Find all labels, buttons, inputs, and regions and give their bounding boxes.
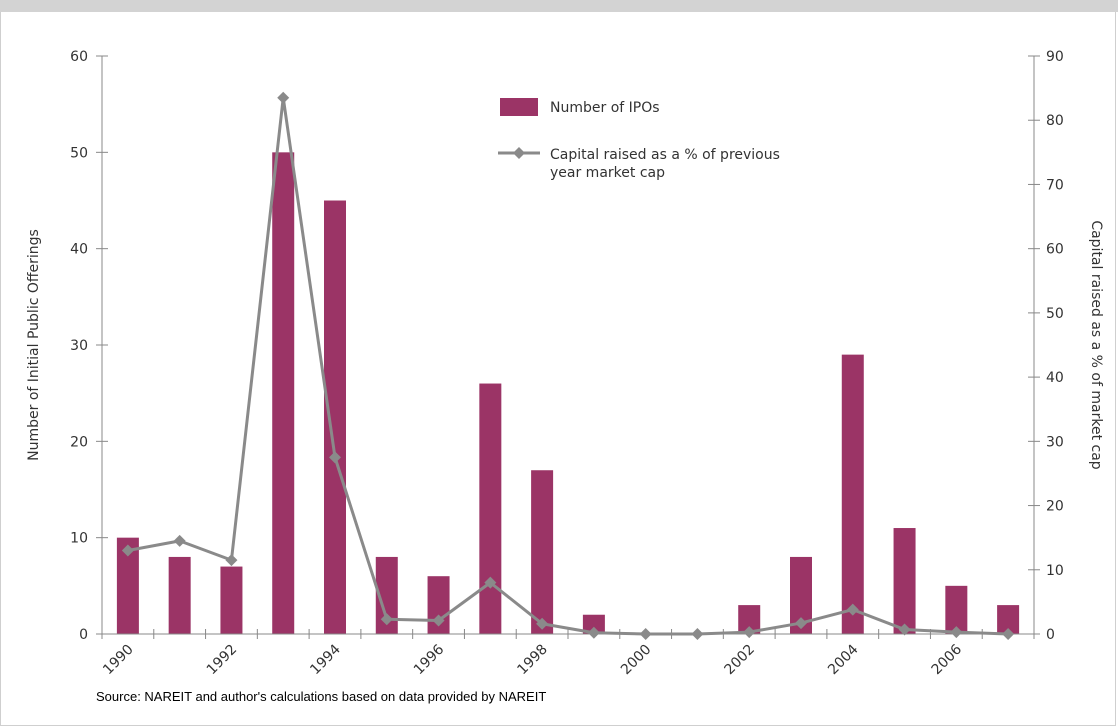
x-tick-label: 1994	[307, 641, 344, 678]
x-tick-label: 2000	[618, 642, 655, 679]
line-point	[950, 626, 963, 639]
line-point	[743, 626, 756, 639]
line-point	[173, 534, 186, 547]
legend-swatch-marker	[513, 147, 525, 159]
left-tick-label: 10	[70, 531, 88, 547]
figure-frame	[0, 12, 1116, 726]
bar	[582, 614, 605, 634]
left-tick-label: 30	[70, 338, 88, 354]
x-tick-label: 1990	[100, 642, 137, 679]
bar	[375, 556, 398, 634]
right-axis-title: Capital raised as a % of market cap	[1088, 220, 1104, 469]
x-tick-label: 2004	[825, 641, 862, 678]
line-point	[277, 91, 290, 104]
left-tick-label: 50	[70, 145, 88, 161]
bar	[168, 556, 191, 634]
x-tick-label: 1998	[514, 642, 551, 679]
bars-layer	[116, 152, 1020, 635]
right-tick-label: 40	[1046, 370, 1064, 386]
line-point	[587, 626, 600, 639]
line-point	[432, 614, 445, 627]
bar	[272, 152, 295, 635]
bar	[116, 537, 139, 634]
legend: Number of IPOs Capital raised as a % of p…	[498, 98, 780, 181]
right-tick-label: 30	[1046, 434, 1064, 450]
line-point	[329, 451, 341, 464]
left-tick-label: 60	[70, 49, 88, 65]
left-tick-label: 20	[70, 434, 88, 450]
line-point	[795, 617, 807, 630]
line-point	[639, 628, 652, 640]
source-note: Source: NAREIT and author's calculations…	[96, 689, 547, 704]
bar	[479, 383, 502, 634]
header-band	[0, 0, 1118, 12]
line-point	[898, 623, 911, 636]
right-tick-label: 60	[1046, 242, 1064, 258]
bar	[841, 354, 864, 634]
line-point	[225, 554, 238, 567]
line-point	[380, 613, 393, 626]
right-tick-label: 20	[1046, 499, 1064, 515]
right-tick-label: 0	[1046, 627, 1055, 643]
legend-swatch-bar	[500, 98, 538, 116]
left-axis-title: Number of Initial Public Offerings	[26, 229, 42, 461]
right-tick-label: 50	[1046, 306, 1064, 322]
line-layer	[121, 91, 1015, 640]
line-point	[846, 603, 859, 616]
legend-label-line: Capital raised as a % of previous	[550, 147, 780, 163]
bar	[790, 556, 812, 634]
bar	[738, 605, 761, 634]
bar	[893, 528, 916, 634]
right-tick-label: 70	[1046, 177, 1064, 193]
line-point	[484, 576, 497, 589]
x-tick-label: 1996	[411, 641, 448, 678]
right-tick-label: 80	[1046, 113, 1064, 129]
x-tick-label: 2006	[929, 641, 966, 678]
right-tick-label: 10	[1046, 563, 1064, 579]
right-tick-label: 90	[1046, 49, 1064, 65]
x-tick-label: 1992	[204, 642, 241, 679]
left-tick-label: 0	[79, 627, 88, 643]
bar	[945, 585, 968, 634]
x-tick-label: 2002	[722, 642, 759, 679]
legend-label-bar: Number of IPOs	[550, 100, 660, 116]
legend-label-line: year market cap	[550, 165, 665, 181]
left-tick-label: 40	[70, 242, 88, 258]
line-point	[1002, 628, 1015, 640]
line-point	[121, 544, 134, 557]
line-point	[536, 617, 549, 630]
bar	[531, 470, 554, 634]
line-point	[691, 628, 704, 640]
bar	[220, 566, 243, 634]
line-series	[127, 96, 1009, 636]
bar	[324, 200, 346, 634]
bar	[997, 605, 1020, 634]
